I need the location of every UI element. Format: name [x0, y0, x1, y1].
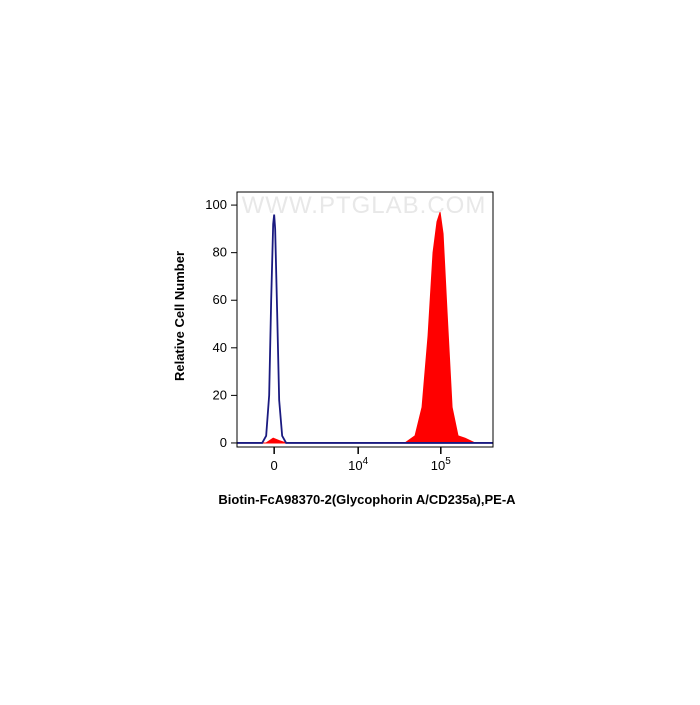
histogram-area — [237, 212, 493, 444]
y-tick-label: 80 — [213, 245, 227, 260]
y-tick-label: 40 — [213, 340, 227, 355]
histogram-line — [237, 214, 493, 444]
x-tick-label: 105 — [431, 456, 451, 473]
plot-frame — [236, 191, 494, 448]
x-axis-label: Biotin-FcA98370-2(Glycophorin A/CD235a),… — [218, 492, 516, 507]
x-tick-base: 10 — [348, 458, 362, 473]
x-tick-exponent: 5 — [445, 456, 451, 467]
y-tick-label: 60 — [213, 292, 227, 307]
y-tick-label: 20 — [213, 387, 227, 402]
x-tick-exponent: 4 — [363, 456, 369, 467]
x-tick-base: 10 — [431, 458, 445, 473]
x-tick-label: 104 — [348, 456, 368, 473]
watermark: WWW.PTGLAB.COM — [242, 192, 487, 219]
y-axis-label: Relative Cell Number — [172, 251, 187, 381]
x-tick-label: 0 — [271, 458, 278, 473]
y-tick-label: 100 — [205, 197, 227, 212]
y-tick-label: 0 — [220, 435, 227, 450]
